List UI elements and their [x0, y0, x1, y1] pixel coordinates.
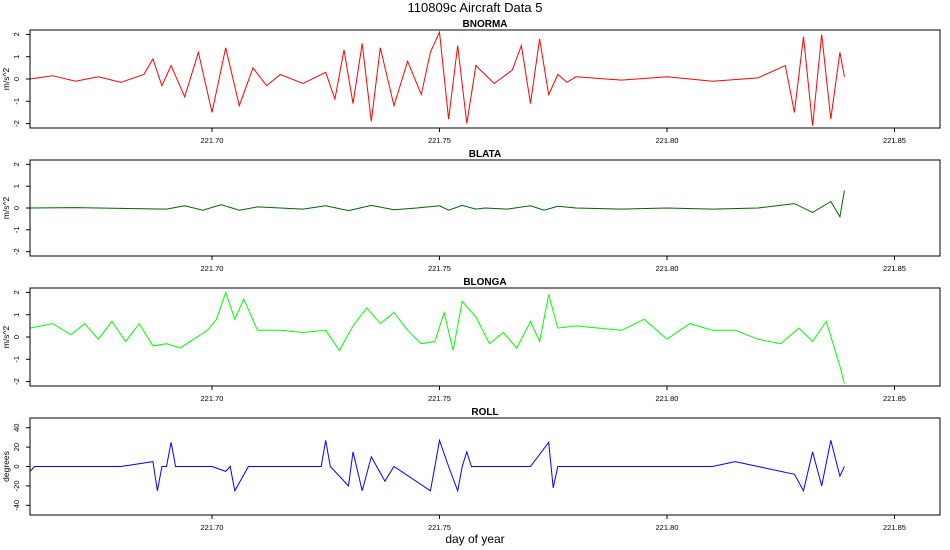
- y-axis-label: m/s^2: [1, 326, 11, 349]
- panel-title: BLATA: [469, 149, 501, 160]
- x-tick-label: 221.80: [656, 136, 679, 145]
- plot-frame: [29, 159, 941, 257]
- panel-roll: ROLL degrees -40 -20 0 20 40 221.70 221.75 221.80…: [1, 407, 941, 532]
- y-tick-label: -2: [12, 248, 21, 255]
- y-tick-label: 1: [12, 184, 21, 188]
- y-tick-label: 1: [12, 55, 21, 59]
- series-roll-line: [30, 438, 845, 493]
- series-blonga-line: [30, 290, 845, 384]
- y-tick-label: -40: [12, 500, 21, 511]
- y-tick-label: -1: [12, 98, 21, 105]
- panels: BNORMA m/s^2 -2 -1 0 1 2 221.70 221.75 221.80 221.…: [1, 19, 941, 532]
- x-tick-label: 221.70: [201, 136, 224, 145]
- x-tick-label: 221.75: [428, 394, 451, 403]
- series-blata-line: [30, 190, 845, 219]
- x-tick-label: 221.75: [428, 136, 451, 145]
- y-tick-label: -1: [12, 226, 21, 233]
- y-tick-label: 0: [12, 77, 21, 81]
- y-axis-label: m/s^2: [1, 197, 11, 220]
- x-tick-label: 221.85: [883, 136, 906, 145]
- y-tick-label: 2: [12, 162, 21, 166]
- y-tick-label: -20: [12, 480, 21, 491]
- x-tick-label: 221.85: [883, 523, 906, 532]
- x-tick-label: 221.85: [883, 264, 906, 273]
- plot-frame: [29, 29, 941, 129]
- y-tick-label: 1: [12, 313, 21, 317]
- x-tick-label: 221.80: [656, 264, 679, 273]
- x-tick-label: 221.70: [201, 394, 224, 403]
- plot-frame: [29, 287, 941, 387]
- y-axis-label: m/s^2: [1, 68, 11, 91]
- x-tick-label: 221.80: [656, 394, 679, 403]
- y-tick-label: -2: [12, 120, 21, 127]
- figure-title: 110809c Aircraft Data 5: [408, 0, 543, 15]
- y-tick-label: 0: [12, 464, 21, 468]
- y-tick-label: 2: [12, 32, 21, 36]
- y-tick-label: 0: [12, 335, 21, 339]
- y-axis-label: degrees: [1, 451, 11, 482]
- panel-bnorma: BNORMA m/s^2 -2 -1 0 1 2 221.70 221.75 221.80 221.…: [1, 19, 941, 145]
- plot-frame: [29, 417, 941, 516]
- panel-title: BLONGA: [463, 277, 506, 288]
- x-tick-label: 221.85: [883, 394, 906, 403]
- panel-blata: BLATA m/s^2 -2 -1 0 1 2 221.70 221.75 221.80 221.8…: [1, 149, 941, 273]
- x-tick-label: 221.75: [428, 264, 451, 273]
- y-tick-label: 2: [12, 290, 21, 294]
- y-tick-label: -2: [12, 378, 21, 385]
- x-axis-label: day of year: [445, 532, 504, 546]
- panel-title: BNORMA: [463, 19, 508, 30]
- y-tick-label: 40: [12, 424, 21, 432]
- x-tick-label: 221.70: [201, 523, 224, 532]
- x-tick-label: 221.80: [656, 523, 679, 532]
- x-tick-label: 221.75: [428, 523, 451, 532]
- panel-blonga: BLONGA m/s^2 -2 -1 0 1 2 221.70 221.75 221.80 221.…: [1, 277, 941, 403]
- panel-title: ROLL: [471, 407, 498, 418]
- y-tick-label: 0: [12, 206, 21, 210]
- series-bnorma-line: [30, 30, 845, 126]
- x-tick-label: 221.70: [201, 264, 224, 273]
- y-tick-label: 20: [12, 443, 21, 451]
- y-tick-label: -1: [12, 356, 21, 363]
